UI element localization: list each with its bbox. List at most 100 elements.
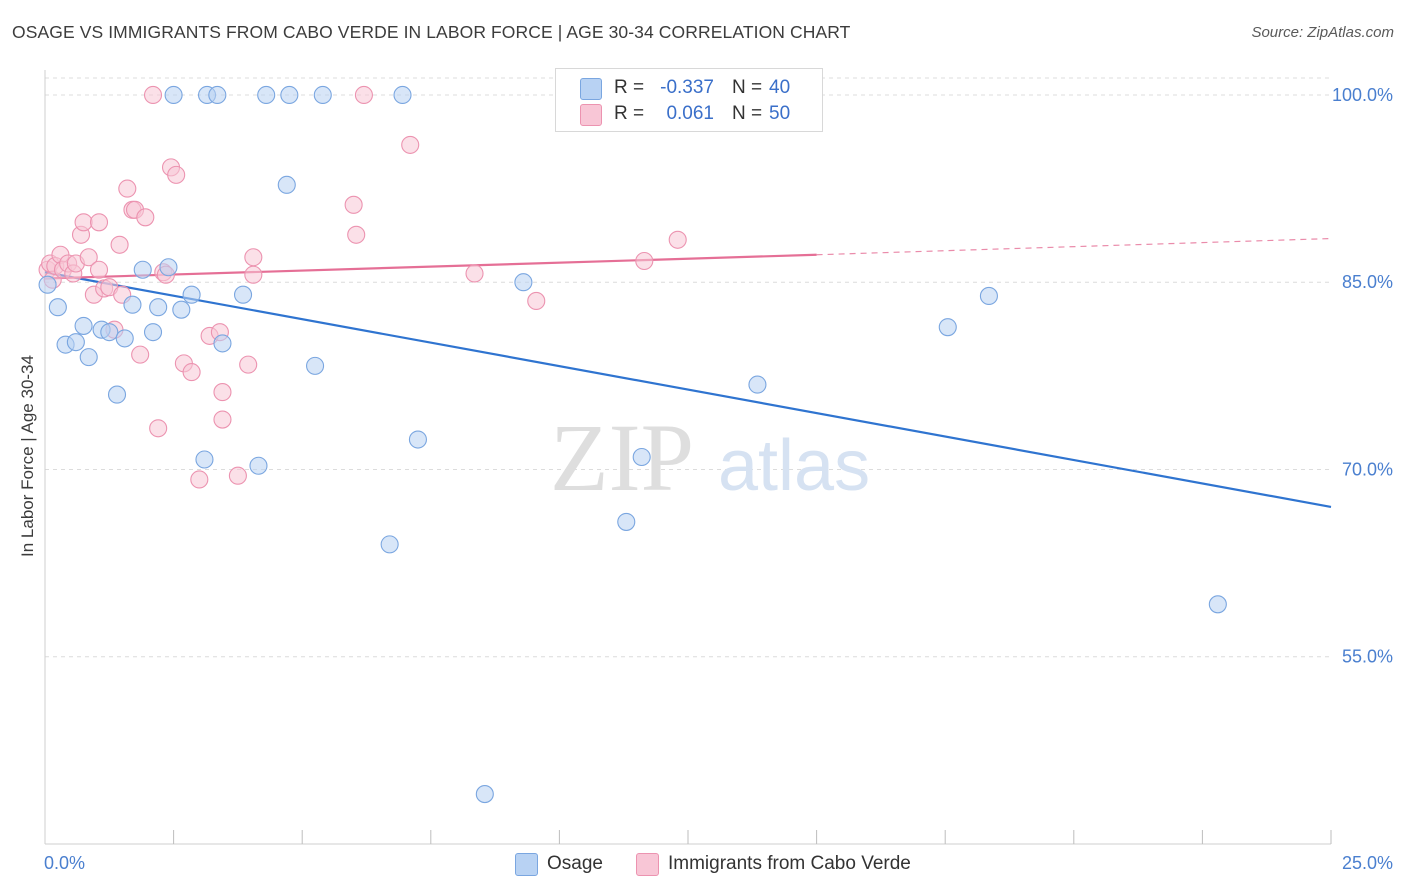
- osage-point: [208, 85, 227, 105]
- y-axis-label: In Labor Force | Age 30-34: [18, 355, 37, 557]
- cabo-verde-point: [182, 363, 201, 382]
- cabo-verde-point: [401, 135, 420, 154]
- chart-title: OSAGE VS IMMIGRANTS FROM CABO VERDE IN L…: [12, 22, 851, 42]
- bottom-legend-label-cabo-verde: Immigrants from Cabo Verde: [668, 853, 911, 874]
- osage-point: [979, 286, 998, 306]
- osage-point: [195, 450, 214, 469]
- osage-point: [938, 318, 957, 337]
- cabo-verde-point: [143, 85, 163, 105]
- osage-point: [164, 85, 183, 105]
- x-axis-ticks: [173, 830, 1332, 844]
- cabo-verde-point: [347, 225, 366, 244]
- watermark-atlas: atlas: [718, 426, 870, 506]
- cabo-verde-point: [635, 251, 654, 271]
- legend-swatch-osage: [580, 78, 602, 100]
- osage-point: [149, 298, 168, 317]
- osage-point: [393, 85, 412, 105]
- osage-point: [277, 175, 296, 194]
- cabo-verde-point: [149, 419, 168, 438]
- chart-source: Source: ZipAtlas.com: [1251, 24, 1394, 41]
- cabo-verde-point: [213, 410, 232, 429]
- osage-point: [172, 300, 191, 319]
- cabo-verde-point: [118, 179, 137, 198]
- cabo-verde-point: [239, 355, 258, 374]
- osage-point: [1208, 595, 1227, 614]
- legend-r-value: -0.337: [660, 77, 714, 98]
- osage-point: [306, 356, 325, 375]
- y-tick-label: 70.0%: [1342, 459, 1393, 479]
- osage-point: [233, 285, 253, 304]
- y-axis-tick-labels: 55.0% 70.0% 85.0% 100.0%: [1332, 85, 1393, 667]
- cabo-verde-point: [213, 383, 232, 402]
- osage-point: [514, 273, 533, 292]
- bottom-legend: Osage Immigrants from Cabo Verde: [0, 852, 1406, 878]
- cabo-verde-point: [89, 260, 109, 279]
- legend-swatch-cabo-verde: [580, 104, 602, 126]
- osage-point: [159, 258, 178, 277]
- cabo-verde-point: [244, 248, 263, 267]
- cabo-verde-point: [244, 265, 263, 284]
- legend-r-value: 0.061: [666, 103, 714, 124]
- legend-row-osage: R = -0.337 N = 40: [556, 75, 822, 101]
- osage-point: [408, 430, 427, 449]
- osage-point: [38, 275, 57, 294]
- osage-point: [280, 85, 299, 105]
- cabo-verde-point: [354, 85, 373, 105]
- cabo-verde-point: [167, 165, 186, 184]
- watermark-zip: ZIP: [550, 404, 694, 511]
- osage-point: [380, 535, 399, 554]
- grid-lines: [45, 77, 1331, 658]
- osage-point: [107, 385, 127, 404]
- cabo-verde-trend-extension: [816, 237, 1332, 256]
- legend-r-label: R =: [614, 77, 645, 98]
- osage-point: [475, 785, 494, 804]
- cabo-verde-trend-line: [44, 237, 1332, 280]
- osage-point: [79, 348, 98, 367]
- osage-point: [617, 512, 636, 531]
- osage-point: [74, 316, 93, 335]
- osage-point: [100, 323, 119, 342]
- osage-point: [123, 295, 142, 314]
- cabo-verde-point: [527, 291, 546, 311]
- osage-point: [143, 323, 163, 342]
- osage-point: [115, 329, 134, 348]
- cabo-verde-point: [131, 345, 150, 364]
- osage-point: [213, 334, 232, 353]
- cabo-verde-point: [79, 248, 98, 267]
- cabo-verde-point: [136, 208, 155, 227]
- osage-point: [133, 260, 152, 279]
- osage-trend: [44, 271, 1332, 509]
- bottom-legend-swatch-cabo-verde: [636, 853, 659, 876]
- legend-n-value: 50: [769, 103, 791, 124]
- osage-point: [66, 333, 85, 352]
- osage-point: [249, 456, 268, 475]
- watermark: ZIP atlas: [550, 404, 870, 511]
- legend-n-value: 40: [769, 77, 791, 98]
- cabo-verde-point: [465, 264, 484, 283]
- cabo-verde-point: [110, 235, 129, 254]
- cabo-verde-point: [74, 213, 93, 232]
- cabo-verde-point: [228, 466, 247, 485]
- legend-r-label: R =: [614, 103, 645, 124]
- cabo-verde-point: [344, 195, 363, 214]
- x-axis-tick-labels: 0.0% 25.0%: [44, 853, 1393, 873]
- osage-point: [48, 298, 67, 317]
- legend-n-label: N =: [732, 77, 763, 98]
- legend-row-cabo-verde: R = 0.061 N = 50: [556, 101, 822, 127]
- y-tick-label: 100.0%: [1332, 85, 1393, 105]
- y-tick-label: 55.0%: [1342, 647, 1393, 667]
- cabo-verde-point: [668, 230, 687, 249]
- bottom-legend-swatch-osage: [515, 853, 538, 876]
- osage-point: [313, 85, 332, 105]
- legend-n-label: N =: [732, 103, 763, 124]
- legend-box: R = -0.337 N = 40 R = 0.061 N = 50: [555, 68, 823, 132]
- x-tick-label: 25.0%: [1342, 853, 1393, 873]
- y-tick-label: 85.0%: [1342, 272, 1393, 292]
- cabo-verde-point: [89, 213, 109, 232]
- x-tick-label: 0.0%: [44, 853, 85, 873]
- bottom-legend-label-osage: Osage: [547, 853, 603, 874]
- osage-point: [748, 375, 767, 394]
- cabo-verde-point: [190, 470, 209, 489]
- osage-point: [182, 285, 201, 304]
